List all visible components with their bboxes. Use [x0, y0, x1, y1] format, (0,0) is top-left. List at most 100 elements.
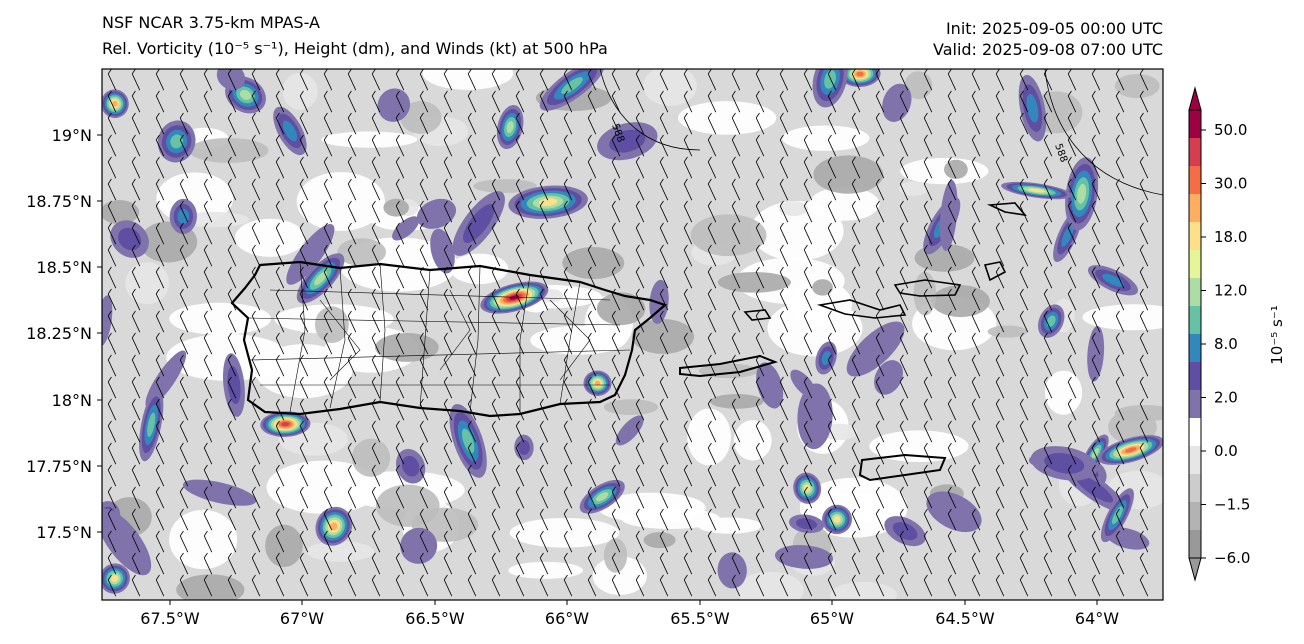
wind-barb-flag — [611, 508, 616, 515]
wind-barb-flag — [635, 354, 640, 361]
wind-barb-flag — [107, 508, 112, 515]
wind-barb — [131, 222, 141, 245]
wind-barb — [1019, 69, 1029, 91]
wind-barb — [923, 574, 933, 597]
wind-barb — [731, 222, 741, 245]
wind-barb — [899, 552, 909, 575]
wind-barb — [443, 574, 453, 597]
wind-barb-flag — [755, 222, 760, 229]
wind-barb — [1139, 574, 1149, 597]
wind-barb — [971, 420, 981, 443]
wind-barb — [299, 442, 309, 465]
wind-barb — [899, 244, 909, 267]
wind-barb-shaft — [275, 491, 285, 509]
wind-barb-flag — [107, 156, 112, 163]
wind-barb-flag — [635, 376, 640, 383]
wind-barb-flag — [1091, 90, 1096, 97]
wind-barb-shaft — [611, 227, 621, 245]
wind-barb-shaft — [875, 557, 885, 575]
wind-barb-flag — [323, 398, 328, 405]
wind-barb-flag — [995, 244, 1000, 251]
wind-barb-flag — [635, 222, 640, 229]
wind-barb-shaft — [827, 491, 837, 509]
wind-barb-flag — [347, 530, 352, 537]
wind-barb-shaft — [299, 73, 309, 91]
wind-barb-shaft — [107, 139, 117, 157]
wind-barb-flag — [419, 530, 424, 537]
wind-barb-flag — [299, 552, 304, 559]
wind-barb — [683, 420, 693, 443]
wind-barb-flag — [515, 486, 520, 493]
wind-barb-flag — [563, 574, 568, 581]
wind-barb-shaft — [299, 95, 309, 113]
wind-barb-flag — [803, 112, 808, 119]
wind-barb-flag — [275, 90, 280, 97]
wind-barb — [155, 222, 165, 245]
wind-barb-flag — [995, 574, 1000, 581]
vorticity-contour — [813, 155, 884, 194]
wind-barb-shaft — [299, 535, 309, 553]
wind-barb-shaft — [923, 359, 933, 377]
wind-barb-flag — [851, 420, 856, 427]
wind-barb-shaft — [635, 447, 645, 465]
wind-barb — [563, 354, 573, 377]
wind-barb-shaft — [563, 95, 573, 113]
wind-barb-flag — [587, 90, 592, 97]
wind-barb-flag — [395, 112, 400, 119]
vorticity-contour — [321, 131, 418, 148]
wind-barb-flag — [827, 266, 832, 273]
wind-barb-flag — [731, 332, 736, 339]
wind-barb — [443, 156, 453, 179]
wind-barb — [371, 156, 381, 179]
wind-barb-flag — [923, 376, 928, 383]
wind-barb — [611, 442, 621, 465]
wind-barb-shaft — [635, 425, 645, 443]
wind-barb — [515, 288, 525, 311]
wind-barb-flag — [1067, 552, 1072, 559]
wind-barb-flag — [251, 134, 256, 141]
wind-barb — [923, 530, 933, 553]
wind-barb — [491, 222, 501, 245]
wind-barb-flag — [443, 354, 448, 361]
wind-barb-shaft — [179, 579, 189, 597]
wind-barb-flag — [467, 156, 472, 163]
wind-barb-shaft — [707, 73, 717, 91]
wind-barb — [875, 244, 885, 267]
wind-barb-shaft — [491, 491, 501, 509]
wind-barb-shaft — [707, 447, 717, 465]
wind-barb-flag — [179, 574, 184, 581]
wind-barb-flag — [563, 244, 568, 251]
wind-barb-shaft — [971, 535, 981, 553]
wind-barb-shaft — [563, 513, 573, 531]
wind-barb-flag — [659, 530, 664, 537]
wind-barb — [347, 134, 357, 157]
wind-barb-flag — [683, 508, 688, 515]
wind-barb-flag — [995, 288, 1000, 295]
wind-barb — [659, 332, 669, 355]
vorticity-contour — [821, 350, 831, 366]
wind-barb-shaft — [587, 73, 597, 91]
wind-barb-flag — [539, 398, 544, 405]
wind-barb — [563, 552, 573, 575]
wind-barb-flag — [563, 376, 568, 383]
wind-barb-flag — [275, 530, 280, 537]
wind-barb-flag — [371, 156, 376, 163]
wind-barb-flag — [995, 486, 1000, 493]
wind-barb-flag — [275, 244, 280, 251]
wind-barb-flag — [323, 69, 328, 75]
wind-barb-flag — [275, 376, 280, 383]
wind-barb-flag — [659, 420, 664, 427]
wind-barb-shaft — [443, 469, 453, 487]
wind-barb-shaft — [947, 227, 957, 245]
wind-barb — [803, 178, 813, 201]
wind-barb — [779, 288, 789, 311]
wind-barb — [827, 134, 837, 157]
wind-barb — [275, 266, 285, 289]
wind-barb-flag — [203, 90, 208, 97]
wind-barb-flag — [1115, 574, 1120, 581]
wind-barb-flag — [1019, 69, 1024, 75]
wind-barb — [995, 442, 1005, 465]
lat-tick-label: 18.25°N — [26, 324, 92, 343]
wind-barb-flag — [947, 178, 952, 185]
wind-barb-shaft — [683, 425, 693, 443]
